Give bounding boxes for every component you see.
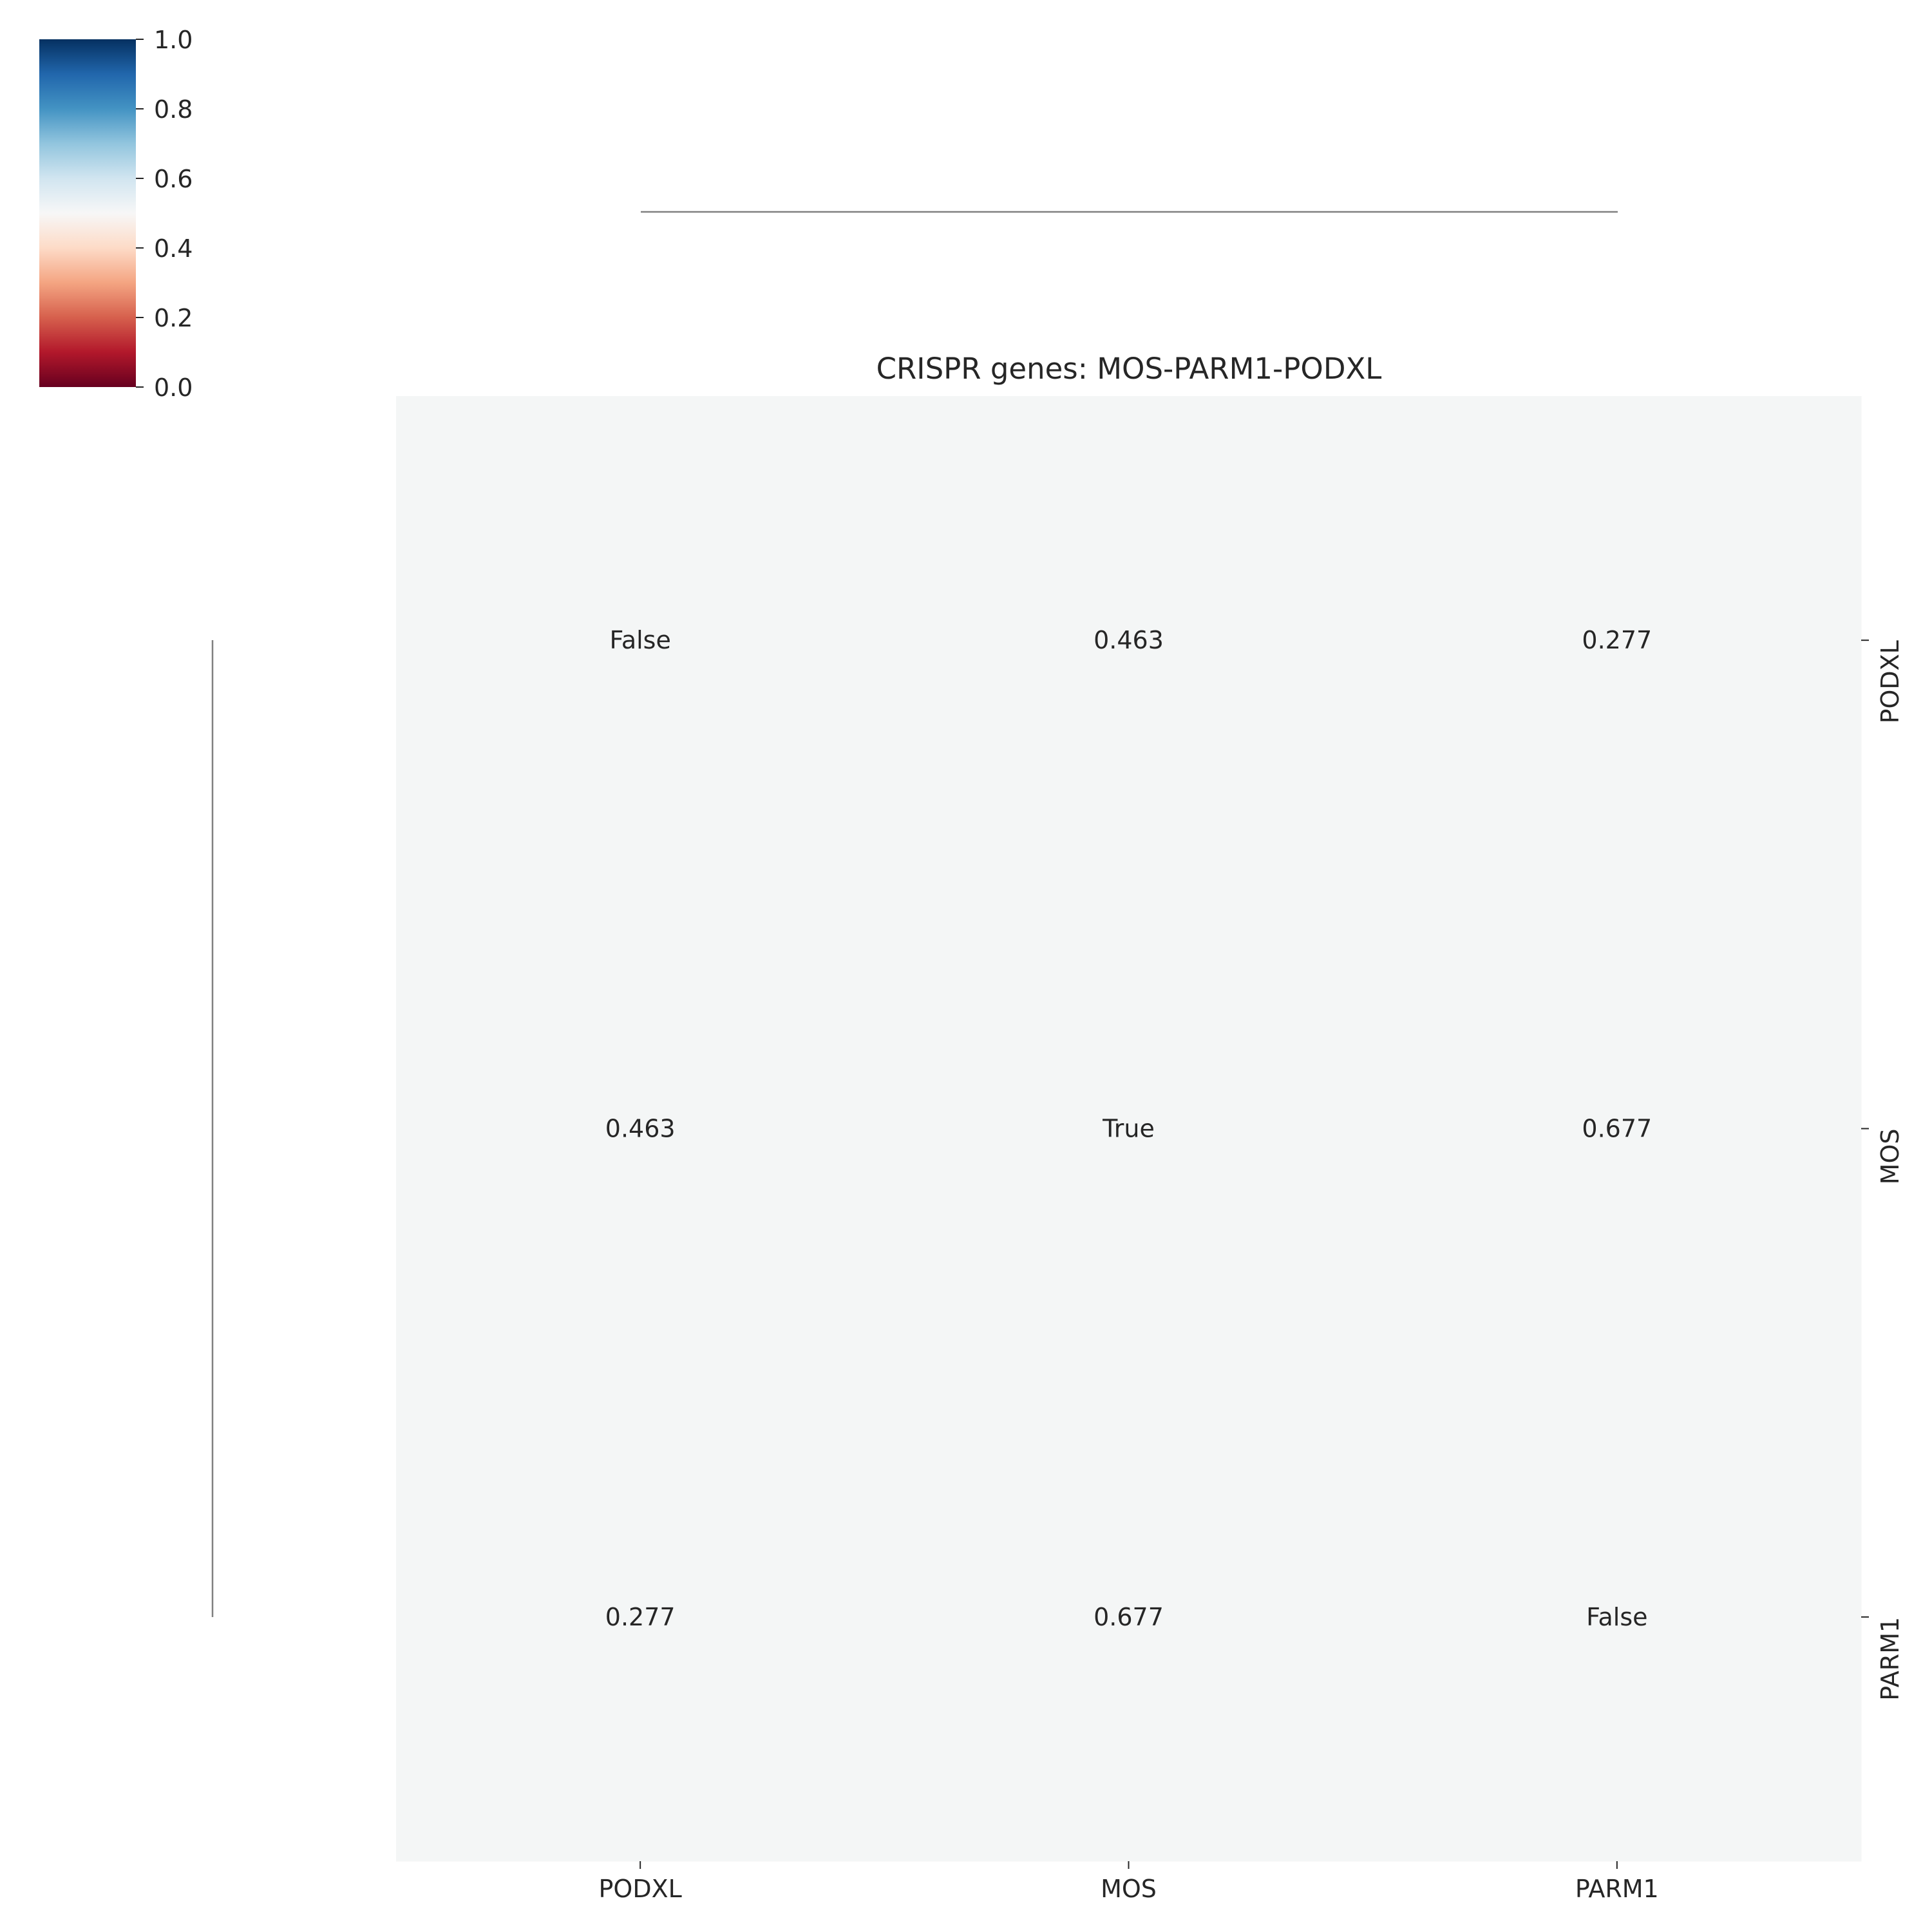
heatmap-cells <box>396 396 1862 1862</box>
cell-value-label: 0.277 <box>1582 626 1652 654</box>
heatmap-cell <box>396 1372 885 1862</box>
cell-value-label: 0.677 <box>1094 1603 1164 1631</box>
row-ticks: PODXL MOS PARM1 <box>1861 639 1904 1701</box>
cell-value-label: False <box>609 626 670 654</box>
row-tick-label: PODXL <box>1876 640 1904 723</box>
colorbar-tick-label: 0.4 <box>154 234 193 263</box>
column-ticks: PODXL MOS PARM1 <box>599 1861 1659 1903</box>
colorbar-ticks: 0.0 0.2 0.4 0.6 0.8 1.0 <box>136 26 193 402</box>
colorbar-gradient <box>39 39 136 387</box>
colorbar-tick-label: 1.0 <box>154 26 193 54</box>
heatmap-cell <box>1372 396 1862 885</box>
row-tick-label: MOS <box>1876 1129 1904 1185</box>
chart-title: CRISPR genes: MOS-PARM1-PODXL <box>876 352 1382 386</box>
colorbar-tick-label: 0.2 <box>154 304 193 332</box>
cell-value-label: 0.277 <box>605 1603 676 1631</box>
column-tick-label: PODXL <box>599 1875 682 1903</box>
column-tick-label: PARM1 <box>1575 1875 1659 1903</box>
heatmap-cell <box>1372 1372 1862 1862</box>
cell-value-label: 0.463 <box>1094 626 1164 654</box>
heatmap-cell <box>396 884 885 1374</box>
colorbar-tick-label: 0.8 <box>154 95 193 124</box>
cell-value-label: 0.677 <box>1582 1115 1652 1143</box>
row-tick-label: PARM1 <box>1876 1617 1904 1701</box>
cell-labels: False 0.463 0.277 0.463 True 0.677 0.277 0.677 F… <box>605 626 1652 1631</box>
heatmap-cell <box>884 884 1374 1374</box>
colorbar: 0.0 0.2 0.4 0.6 0.8 1.0 <box>39 26 193 402</box>
heatmap-cell <box>884 396 1374 885</box>
cell-value-label: 0.463 <box>605 1115 676 1143</box>
colorbar-tick-label: 0.6 <box>154 165 193 193</box>
cell-value-label: False <box>1586 1603 1647 1631</box>
heatmap-cell <box>396 396 885 885</box>
cell-value-label: True <box>1102 1115 1155 1143</box>
column-tick-label: MOS <box>1101 1875 1157 1903</box>
heatmap-cell <box>1372 884 1862 1374</box>
heatmap-cell <box>884 1372 1374 1862</box>
colorbar-tick-label: 0.0 <box>154 374 193 402</box>
